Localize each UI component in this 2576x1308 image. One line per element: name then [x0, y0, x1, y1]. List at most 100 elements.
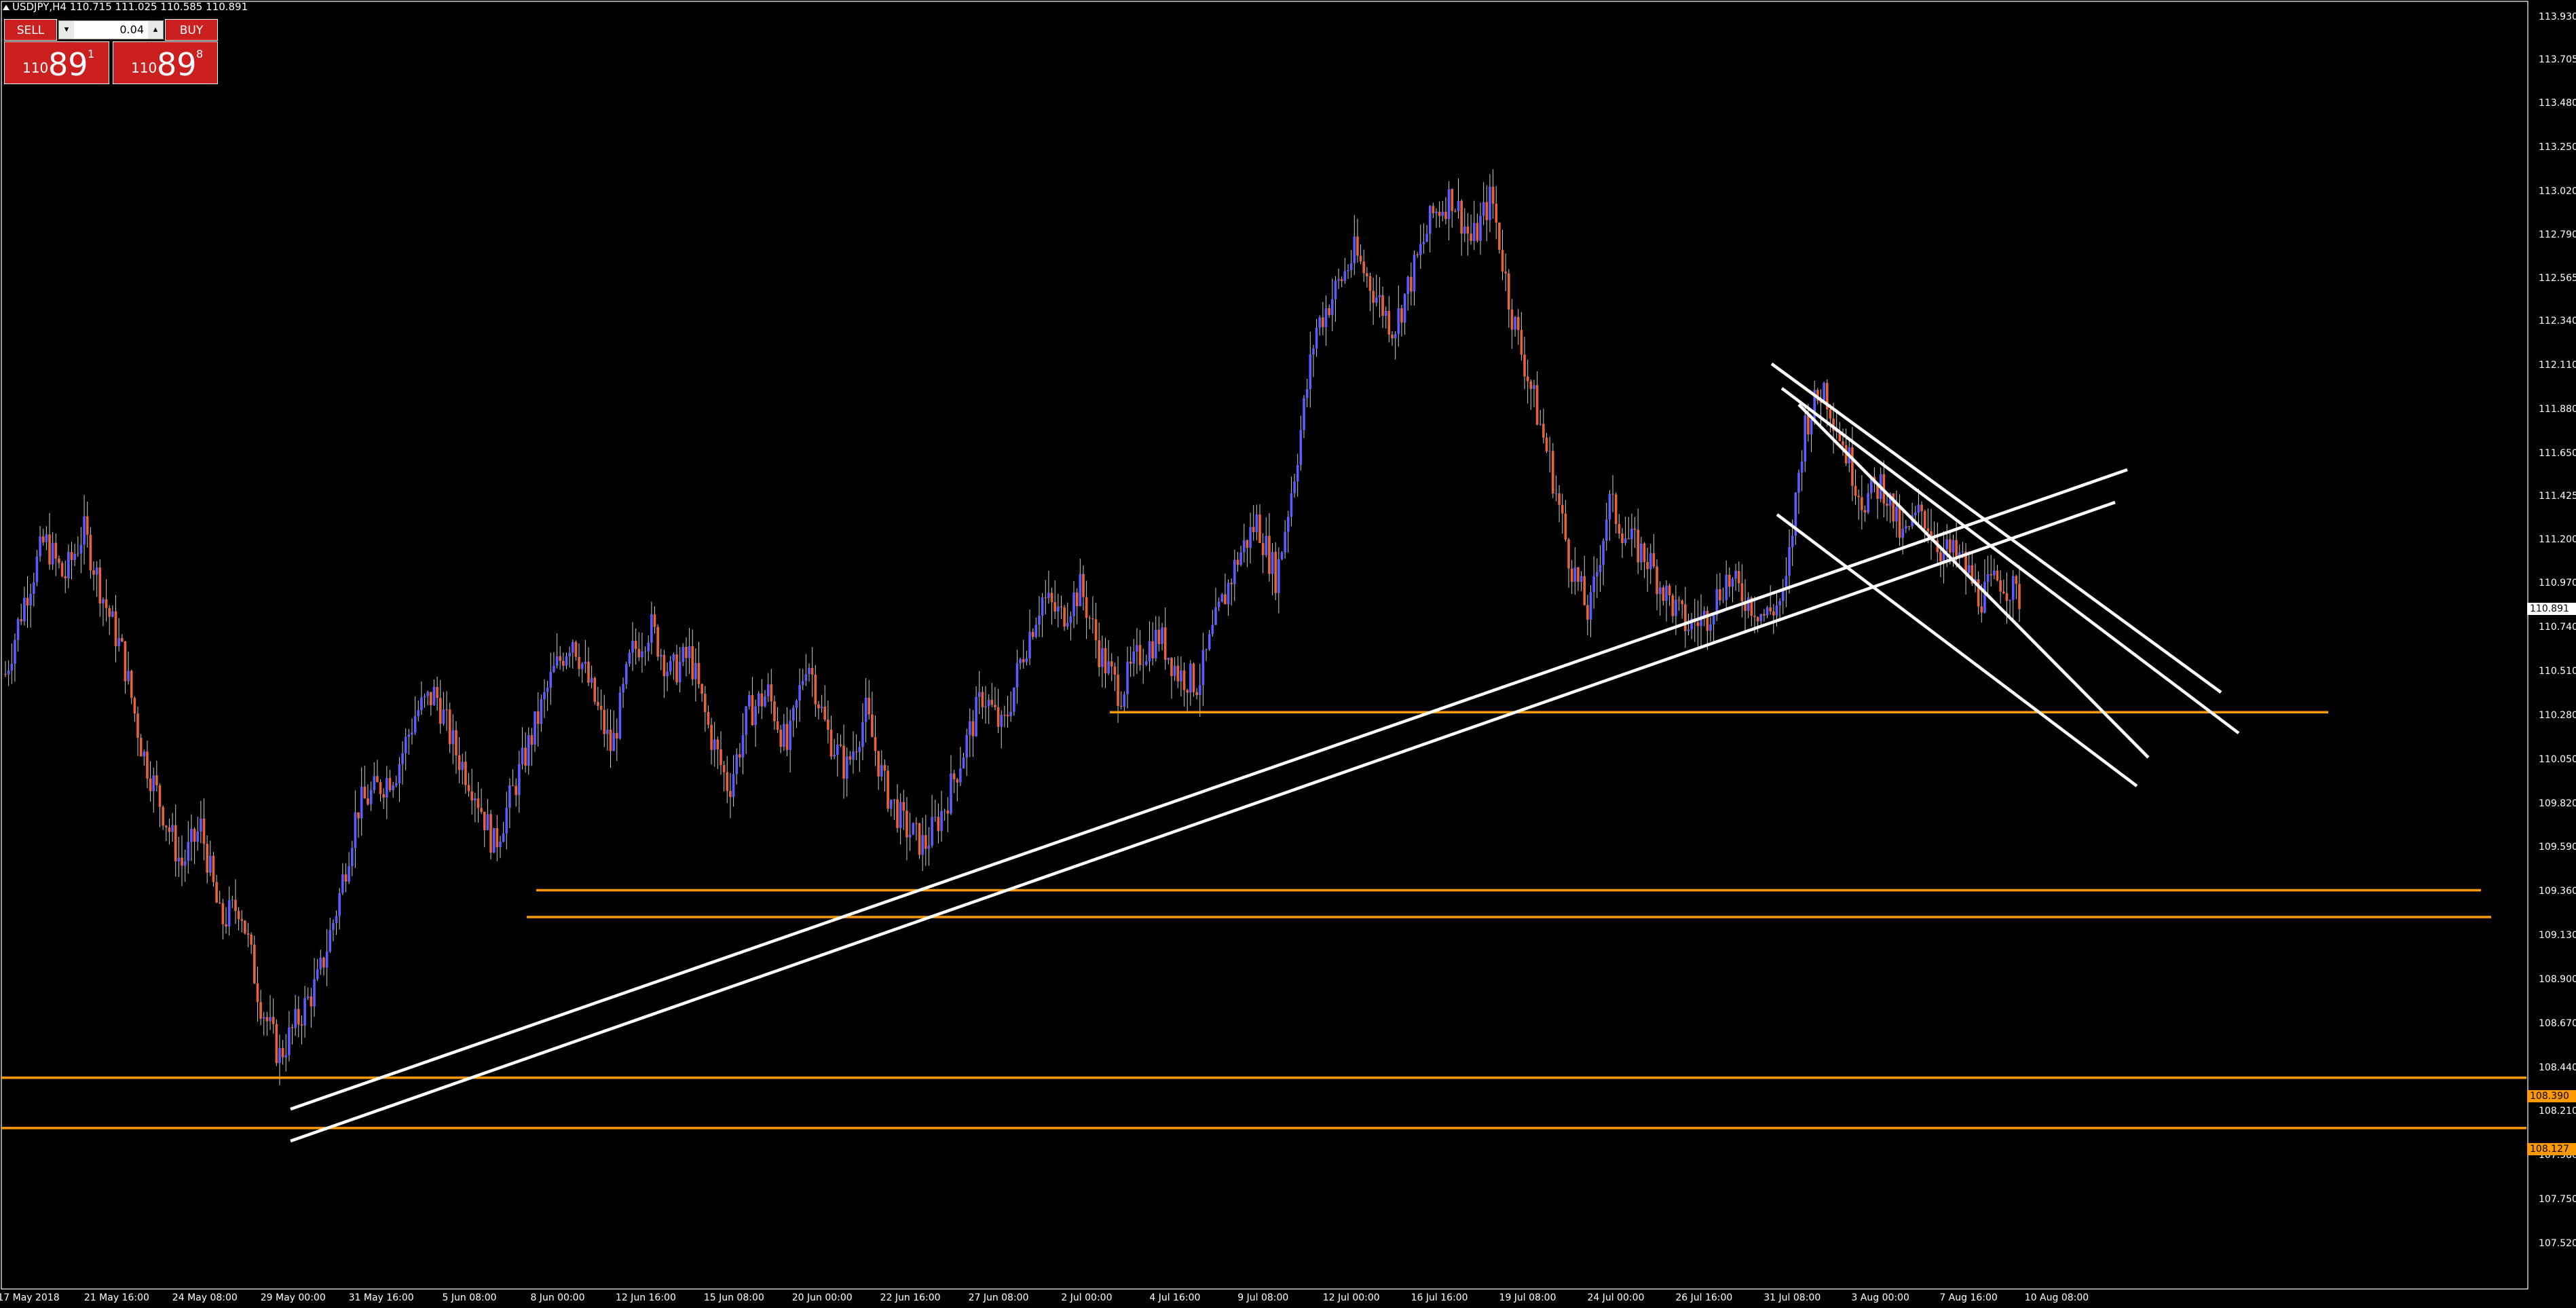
candle-bull — [67, 552, 70, 579]
candle-bull — [1347, 269, 1349, 272]
candle-bear — [1656, 566, 1658, 595]
trend-line[interactable] — [290, 500, 2116, 1143]
trend-lines[interactable] — [290, 362, 2240, 1143]
candle-bear — [1637, 529, 1639, 563]
volume-up-icon[interactable]: ▴ — [148, 21, 163, 39]
sell-button[interactable]: SELL — [4, 19, 57, 41]
candle-bear — [1611, 493, 1614, 495]
candlestick-series — [4, 169, 2021, 1085]
candle-bear — [133, 698, 136, 714]
candle-bear — [1444, 211, 1447, 219]
candle-bull — [1205, 649, 1208, 650]
volume-down-icon[interactable]: ▾ — [59, 21, 74, 39]
candle-bear — [1930, 531, 1933, 540]
candle-bull — [1277, 559, 1280, 593]
buy-price-button[interactable]: 110 89 8 — [113, 41, 218, 84]
candle-bull — [1630, 528, 1633, 540]
candle-bear — [2015, 576, 2018, 584]
candle-bull — [1284, 531, 1286, 553]
candle-bull — [672, 654, 675, 661]
candle-bear — [114, 611, 117, 646]
candle-bull — [196, 831, 200, 842]
candle-bear — [1949, 539, 1952, 553]
candle-bear — [1681, 600, 1683, 605]
candle-bear — [58, 559, 60, 563]
candle-bull — [319, 957, 322, 969]
price-axis-label: 108.900 — [2539, 973, 2576, 985]
candle-bear — [634, 640, 637, 650]
volume-stepper[interactable]: ▾ 0.04 ▴ — [58, 20, 164, 39]
trend-line[interactable] — [1770, 362, 2222, 694]
candle-bear — [637, 649, 641, 658]
collapse-triangle-icon[interactable] — [3, 5, 10, 10]
candle-bull — [420, 697, 423, 711]
candle-bear — [480, 808, 483, 812]
candle-bear — [829, 729, 833, 757]
candle-bull — [209, 855, 212, 873]
candle-bull — [1785, 576, 1788, 588]
horizontal-lines[interactable] — [1, 711, 2526, 1129]
price-axis-label: 107.520 — [2539, 1238, 2576, 1249]
candle-bear — [981, 692, 984, 707]
candle-bear — [1387, 310, 1391, 335]
candle-bear — [817, 704, 820, 709]
candle-bull — [1649, 553, 1652, 569]
candle-bull — [959, 768, 962, 783]
price-axis-label: 110.970 — [2539, 578, 2576, 589]
candle-bear — [1075, 592, 1079, 607]
candle-bear — [357, 812, 360, 819]
candle-bear — [202, 819, 206, 844]
candle-bear — [146, 751, 149, 779]
candle-bull — [29, 593, 32, 606]
candle-bear — [237, 910, 240, 920]
trend-line[interactable] — [1776, 513, 2138, 787]
candle-bear — [181, 857, 183, 866]
candle-bear — [1328, 308, 1330, 316]
candle-bull — [836, 744, 839, 755]
hline-price-tag-2: 108.127 — [2527, 1143, 2576, 1155]
candle-bull — [1602, 540, 1605, 565]
volume-input[interactable]: 0.04 — [119, 23, 144, 36]
candle-bull — [335, 916, 338, 923]
candle-bull — [2011, 576, 2015, 600]
candle-bear — [1583, 576, 1586, 605]
candle-bull — [1687, 629, 1690, 631]
time-axis-label: 9 Jul 08:00 — [1237, 1292, 1289, 1303]
candle-bull — [1242, 540, 1246, 553]
candle-bull — [820, 707, 823, 709]
candle-bull — [921, 835, 924, 855]
trend-line[interactable] — [290, 468, 2128, 1111]
candle-bear — [1851, 447, 1854, 486]
candle-bull — [294, 1009, 297, 1028]
time-axis-label: 4 Jul 16:00 — [1149, 1292, 1201, 1303]
candle-bear — [1322, 317, 1324, 327]
sell-price-button[interactable]: 110 89 1 — [4, 41, 109, 84]
time-axis-label: 17 May 2018 — [0, 1292, 60, 1303]
candle-bear — [1432, 206, 1435, 214]
candle-bull — [1227, 582, 1230, 605]
candle-bull — [392, 785, 394, 791]
trend-line[interactable] — [1797, 403, 2150, 759]
candle-bull — [1000, 715, 1003, 727]
candle-bear — [1182, 670, 1186, 690]
candle-bear — [773, 701, 776, 722]
candle-bear — [896, 799, 899, 828]
candle-bear — [785, 724, 789, 750]
candle-bear — [20, 619, 23, 622]
candle-bull — [369, 789, 373, 804]
candle-bull — [348, 866, 350, 882]
candle-bear — [1926, 528, 1930, 531]
candle-bull — [1983, 582, 1986, 613]
candle-bull — [1592, 576, 1595, 593]
candle-bull — [1034, 624, 1038, 637]
candle-bear — [130, 671, 133, 698]
candle-bear — [1085, 597, 1088, 618]
candle-bull — [1640, 543, 1643, 563]
buy-button[interactable]: BUY — [165, 19, 218, 41]
candle-bear — [2002, 591, 2005, 594]
candle-bull — [789, 720, 791, 750]
trend-line[interactable] — [1780, 387, 2240, 734]
candle-bear — [445, 709, 448, 711]
candle-bull — [1154, 629, 1157, 658]
